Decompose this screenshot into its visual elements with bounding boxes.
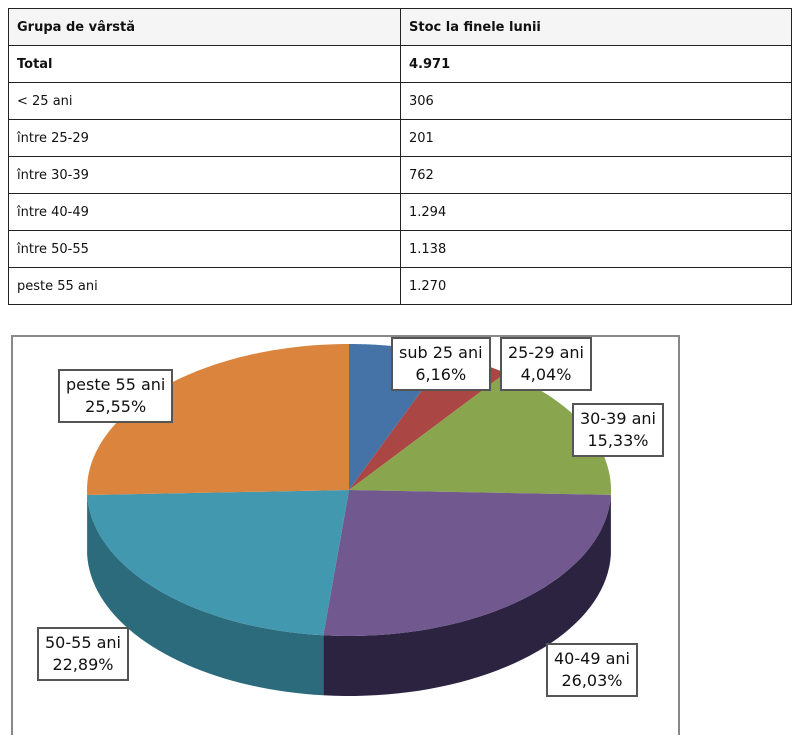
cell-value: 201: [401, 120, 792, 157]
cell-group: între 50-55: [9, 231, 401, 268]
cell-group: între 25-29: [9, 120, 401, 157]
cell-value: 1.138: [401, 231, 792, 268]
header-age-group: Grupa de vârstă: [9, 9, 401, 46]
header-stock: Stoc la finele lunii: [401, 9, 792, 46]
cell-value: 762: [401, 157, 792, 194]
cell-value: 4.971: [401, 46, 792, 83]
cell-value: 1.270: [401, 268, 792, 305]
table-header: Grupa de vârstă Stoc la finele lunii: [9, 9, 792, 46]
cell-group: Total: [9, 46, 401, 83]
cell-group: între 30-39: [9, 157, 401, 194]
cell-group: < 25 ani: [9, 83, 401, 120]
cell-group: peste 55 ani: [9, 268, 401, 305]
cell-value: 1.294: [401, 194, 792, 231]
cell-value: 306: [401, 83, 792, 120]
cell-group: între 40-49: [9, 194, 401, 231]
age-group-table: Grupa de vârstă Stoc la finele lunii Tot…: [8, 8, 792, 305]
